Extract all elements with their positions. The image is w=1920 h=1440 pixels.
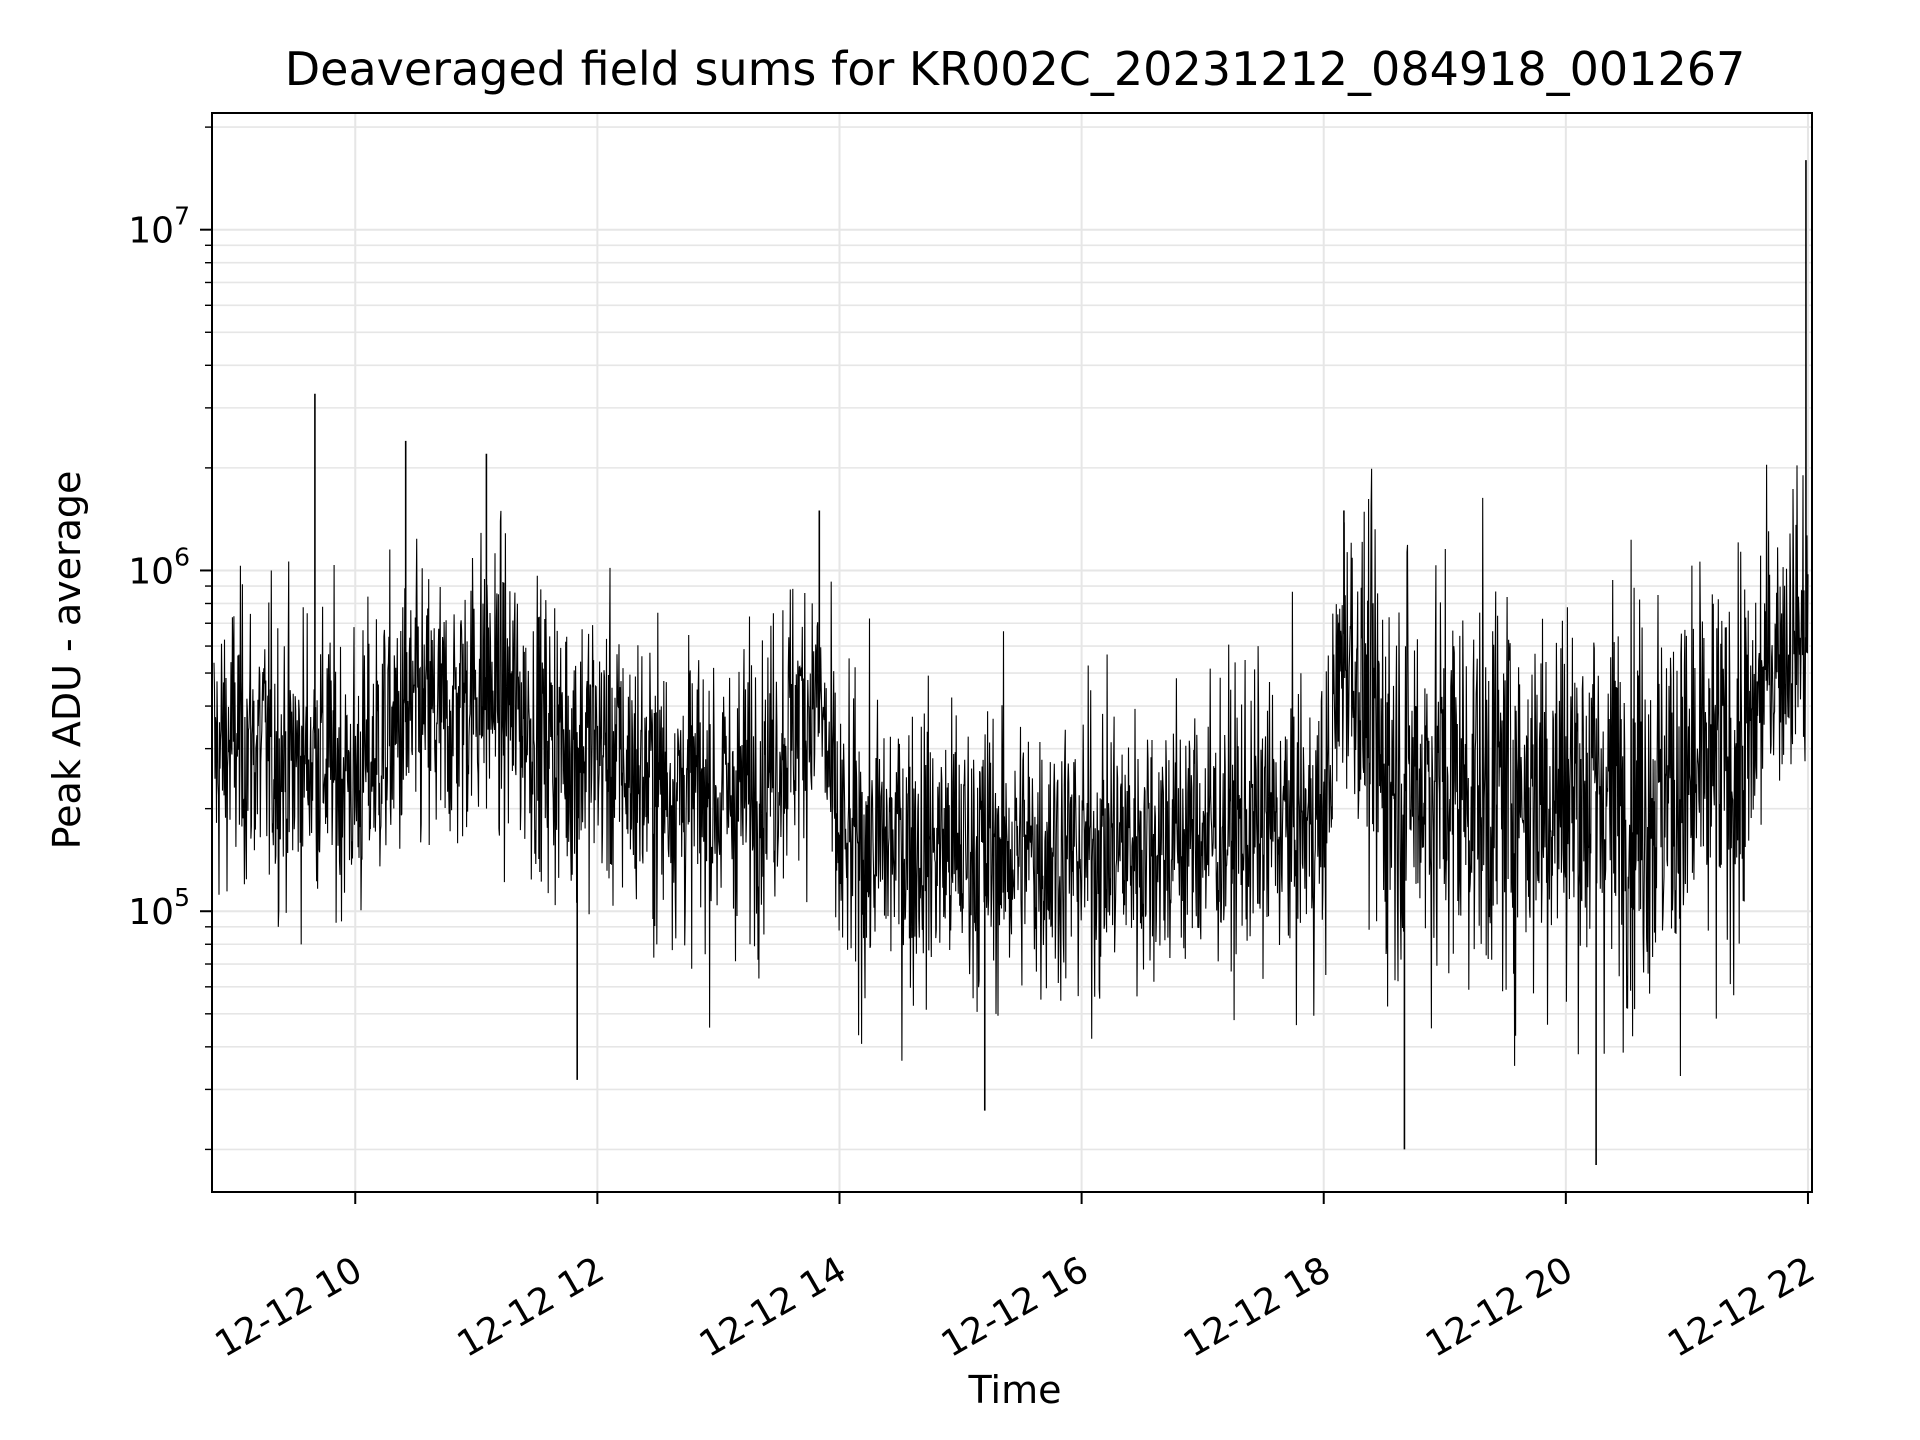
x-axis-label: Time <box>968 1368 1062 1412</box>
chart-title: Deaveraged field sums for KR002C_2023121… <box>285 42 1746 96</box>
series-line <box>213 464 1809 1077</box>
plot-frame <box>211 112 1813 1193</box>
y-tick-exponent: 5 <box>174 883 190 912</box>
y-tick-base: 10 <box>128 892 174 933</box>
y-tick-exponent: 6 <box>174 542 190 571</box>
x-tick-label: 12-12 14 <box>693 1249 854 1365</box>
series-group <box>213 160 1809 1166</box>
x-tick-label: 12-12 10 <box>208 1249 369 1365</box>
x-tick-label: 12-12 12 <box>451 1249 612 1365</box>
y-tick-label: 105 <box>128 883 190 933</box>
y-tick-label: 106 <box>128 542 190 592</box>
x-tick-label: 12-12 20 <box>1419 1249 1580 1365</box>
x-axis: 12-12 10 12-12 12 12-12 14 12-12 16 12-12 18… <box>208 1192 1822 1366</box>
y-tick-exponent: 7 <box>174 202 190 231</box>
y-axis-label: Peak ADU - average <box>45 471 89 850</box>
x-tick-label: 12-12 18 <box>1177 1249 1338 1365</box>
y-tick-label: 107 <box>128 202 190 252</box>
x-tick-label: 12-12 22 <box>1661 1249 1822 1365</box>
y-tick-base: 10 <box>128 211 174 252</box>
x-tick-label: 12-12 16 <box>935 1249 1096 1365</box>
y-tick-base: 10 <box>128 551 174 592</box>
